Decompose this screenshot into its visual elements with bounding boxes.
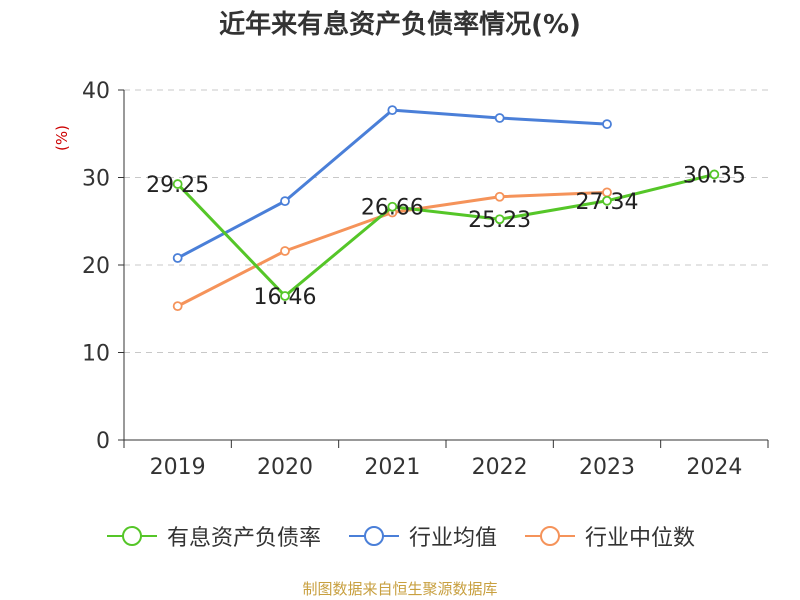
data-point — [494, 214, 505, 225]
legend-label: 行业中位数 — [585, 526, 696, 551]
chart-legend: 有息资产负债率 行业均值 行业中位数 — [0, 520, 800, 552]
x-tick-label: 2024 — [686, 455, 742, 480]
y-tick-label: 0 — [96, 429, 110, 454]
data-point — [280, 196, 290, 207]
x-tick-label: 2019 — [150, 455, 206, 480]
data-label: 30.35 — [683, 163, 746, 188]
legend-line-circle-icon — [348, 526, 399, 546]
data-point — [172, 179, 183, 189]
data-point — [494, 113, 505, 123]
y-tick-label: 10 — [82, 342, 110, 367]
x-tick-label: 2021 — [364, 455, 420, 480]
data-point — [602, 119, 612, 130]
y-tick-label: 20 — [82, 254, 110, 279]
data-label: 29.25 — [146, 173, 209, 198]
series-line — [176, 108, 608, 260]
data-point — [709, 169, 720, 180]
x-tick-label: 2022 — [472, 455, 528, 480]
y-tick-label: 30 — [82, 167, 110, 192]
y-tick-label: 40 — [82, 79, 110, 104]
data-point — [280, 291, 290, 301]
data-label: 27.34 — [576, 190, 639, 215]
data-point — [602, 195, 612, 206]
series-line — [176, 172, 715, 298]
legend-line-circle-icon — [106, 526, 157, 546]
legend-item-industry-median[interactable]: 行业中位数 — [523, 520, 695, 552]
legend-label: 行业均值 — [408, 526, 497, 551]
data-source-note: 制图数据来自恒生聚源数据库 — [302, 580, 498, 598]
legend-label: 有息资产负债率 — [166, 526, 321, 551]
legend-line-circle-icon — [525, 526, 575, 546]
data-labels: 29.25 16.46 26.66 25.23 27.34 30.35 — [146, 163, 746, 310]
data-point — [387, 105, 398, 116]
x-tick-label: 2023 — [579, 455, 635, 480]
data-point — [494, 191, 505, 202]
data-label: 26.66 — [361, 196, 424, 221]
data-label: 25.23 — [468, 208, 531, 233]
x-tick-label: 2020 — [257, 455, 313, 480]
chart-title: 近年来有息资产负债率情况(%) — [219, 10, 581, 40]
data-point — [280, 246, 290, 256]
data-point — [172, 301, 183, 312]
data-point — [172, 253, 183, 263]
grid-lines — [124, 89, 768, 353]
series-lines — [172, 105, 720, 312]
legend-item-primary[interactable]: 有息资产负债率 — [105, 520, 321, 552]
axes: 0 10 20 30 40 2019 2020 2021 2022 2023 2024 — [82, 79, 769, 480]
legend-item-industry-mean[interactable]: 行业均值 — [347, 520, 497, 552]
data-point — [387, 201, 398, 212]
data-label: 16.46 — [254, 285, 317, 310]
